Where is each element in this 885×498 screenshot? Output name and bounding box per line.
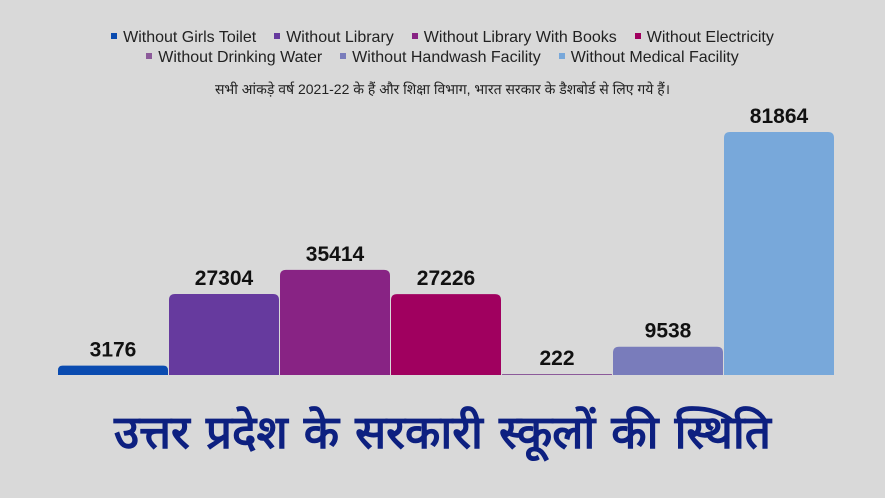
legend-swatch <box>411 32 418 39</box>
legend-swatch <box>634 32 641 39</box>
data-label: 222 <box>539 347 574 370</box>
legend-item: Without Girls Toilet <box>111 28 256 48</box>
bar <box>502 374 612 375</box>
legend-item: Without Medical Facility <box>558 48 739 68</box>
chart-title: उत्तर प्रदेश के सरकारी स्कूलों की स्थिति <box>114 405 771 459</box>
data-label: 3176 <box>90 339 137 362</box>
data-label: 81864 <box>750 105 809 128</box>
bar <box>58 365 168 375</box>
legend-label: Without Drinking Water <box>158 49 323 66</box>
legend-label: Without Electricity <box>646 29 774 46</box>
legend-item: Without Drinking Water <box>146 48 322 68</box>
legend-swatch <box>111 32 118 39</box>
legend-swatch <box>146 52 153 59</box>
legend-swatch <box>340 52 347 59</box>
bar <box>169 293 279 375</box>
legend-label: Without Medical Facility <box>570 49 739 66</box>
bar <box>724 132 834 375</box>
legend-item: Without Library <box>274 28 394 48</box>
data-label: 27226 <box>417 267 475 290</box>
bar <box>613 346 723 375</box>
legend-swatch <box>558 52 565 59</box>
legend-item: Without Handwash Facility <box>340 48 541 68</box>
legend-label: Without Library With Books <box>423 29 617 46</box>
subtitle: सभी आंकड़े वर्ष 2021-22 के हैं और शिक्षा… <box>214 81 671 97</box>
legend-item: Without Library With Books <box>411 28 617 48</box>
data-label: 27304 <box>195 267 254 290</box>
legend-label: Without Library <box>286 29 394 46</box>
legend-label: Without Girls Toilet <box>123 29 257 46</box>
legend-swatch <box>274 32 281 39</box>
data-label: 35414 <box>306 243 365 266</box>
legend-item: Without Electricity <box>634 28 774 48</box>
legend-label: Without Handwash Facility <box>352 49 541 66</box>
data-label: 9538 <box>645 320 692 343</box>
bar <box>391 294 501 375</box>
legend: Without Girls Toilet Without Library Witho… <box>0 28 885 68</box>
bar <box>280 269 390 375</box>
